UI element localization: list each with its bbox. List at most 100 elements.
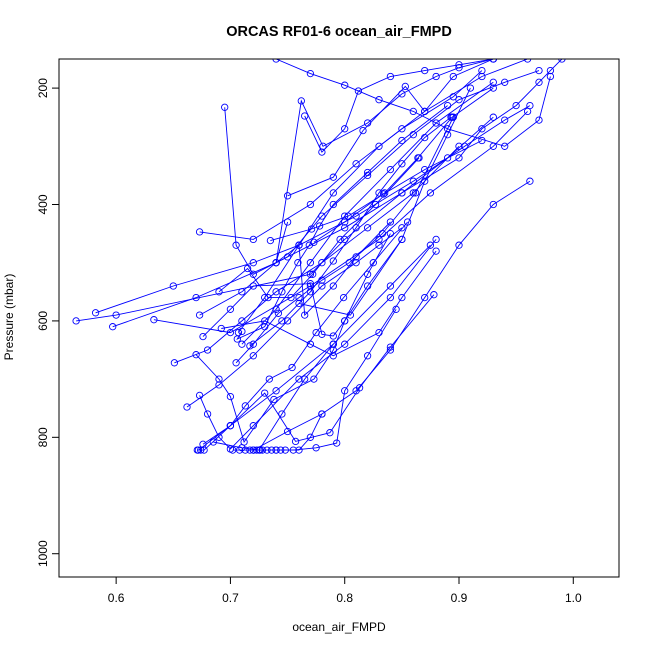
data-point	[266, 236, 275, 245]
series-31	[249, 177, 534, 454]
data-point	[512, 101, 520, 110]
data-point	[72, 317, 80, 325]
x-tick-label: 0.7	[222, 591, 239, 605]
data-point	[432, 72, 440, 81]
data-point	[352, 253, 360, 261]
data-point	[329, 189, 337, 197]
series-line-0	[76, 59, 563, 322]
series-line-20	[202, 239, 403, 337]
series-line-26	[287, 59, 494, 197]
data-point	[283, 317, 292, 325]
data-point	[203, 346, 212, 354]
data-point	[339, 293, 348, 302]
data-point	[341, 218, 349, 226]
data-point	[371, 200, 380, 209]
data-point	[336, 235, 344, 244]
series-13	[195, 235, 440, 453]
data-point	[199, 440, 207, 448]
data-point	[329, 173, 337, 181]
data-point	[305, 241, 313, 249]
series-line-21	[218, 157, 420, 299]
data-point	[278, 288, 286, 296]
data-point	[301, 375, 309, 383]
series-line-18	[195, 233, 391, 444]
data-point	[489, 78, 497, 86]
data-point	[249, 282, 257, 290]
data-point	[261, 389, 269, 397]
series-32	[272, 59, 555, 150]
data-point	[378, 229, 387, 238]
data-point	[398, 125, 406, 133]
y-tick-label: 400	[36, 194, 50, 214]
data-point	[329, 346, 337, 354]
data-point	[329, 282, 337, 290]
data-point	[295, 241, 303, 249]
data-point	[291, 437, 300, 446]
data-point	[238, 288, 246, 296]
data-point	[170, 359, 179, 367]
data-point	[232, 241, 240, 249]
data-point	[241, 446, 249, 454]
data-point	[226, 422, 235, 430]
data-point	[546, 72, 555, 81]
data-point	[443, 101, 452, 110]
series-line-29	[249, 116, 452, 347]
data-point	[272, 387, 280, 395]
data-point	[249, 340, 257, 348]
data-point	[195, 391, 204, 400]
data-point	[288, 363, 296, 372]
data-point	[272, 288, 280, 296]
data-point	[546, 66, 555, 75]
data-point	[297, 97, 305, 105]
data-point	[489, 84, 497, 92]
data-point	[489, 200, 497, 209]
series-line-11	[174, 145, 460, 364]
data-point	[310, 375, 318, 383]
data-point	[306, 259, 315, 267]
data-point	[421, 107, 429, 116]
series-9	[301, 59, 497, 156]
series-line-31	[253, 180, 531, 451]
series-26	[283, 59, 497, 200]
data-point	[432, 247, 440, 255]
data-point	[238, 327, 246, 336]
series-30	[199, 218, 412, 448]
data-point	[363, 270, 372, 278]
data-point	[283, 218, 292, 226]
data-point	[455, 142, 463, 150]
data-point	[270, 395, 278, 404]
series-line-25	[221, 250, 437, 357]
data-point	[501, 142, 509, 150]
data-point	[241, 402, 249, 410]
data-point	[274, 309, 283, 317]
data-point	[301, 112, 309, 120]
data-point	[258, 446, 267, 454]
data-point	[240, 438, 248, 446]
data-point	[341, 125, 349, 133]
data-point	[319, 142, 327, 150]
data-point	[215, 381, 223, 389]
data-point	[318, 212, 326, 220]
data-point	[455, 154, 463, 162]
data-point	[341, 224, 349, 232]
series-line-24	[313, 87, 494, 243]
data-point	[307, 225, 316, 233]
y-tick-label: 1000	[36, 540, 50, 567]
data-point	[192, 351, 200, 359]
data-point	[295, 375, 303, 383]
data-point	[203, 410, 212, 418]
series-line-28	[270, 140, 483, 242]
data-point	[249, 235, 257, 244]
data-point	[430, 291, 438, 299]
series-line-22	[235, 116, 454, 364]
data-point	[183, 403, 191, 411]
data-point	[386, 218, 395, 226]
data-point	[455, 241, 463, 249]
x-tick-label: 1.0	[565, 591, 582, 605]
data-point	[432, 119, 440, 127]
plot-frame	[58, 58, 620, 578]
data-point	[443, 125, 452, 133]
series-line-27	[236, 105, 448, 341]
data-point	[375, 189, 383, 197]
